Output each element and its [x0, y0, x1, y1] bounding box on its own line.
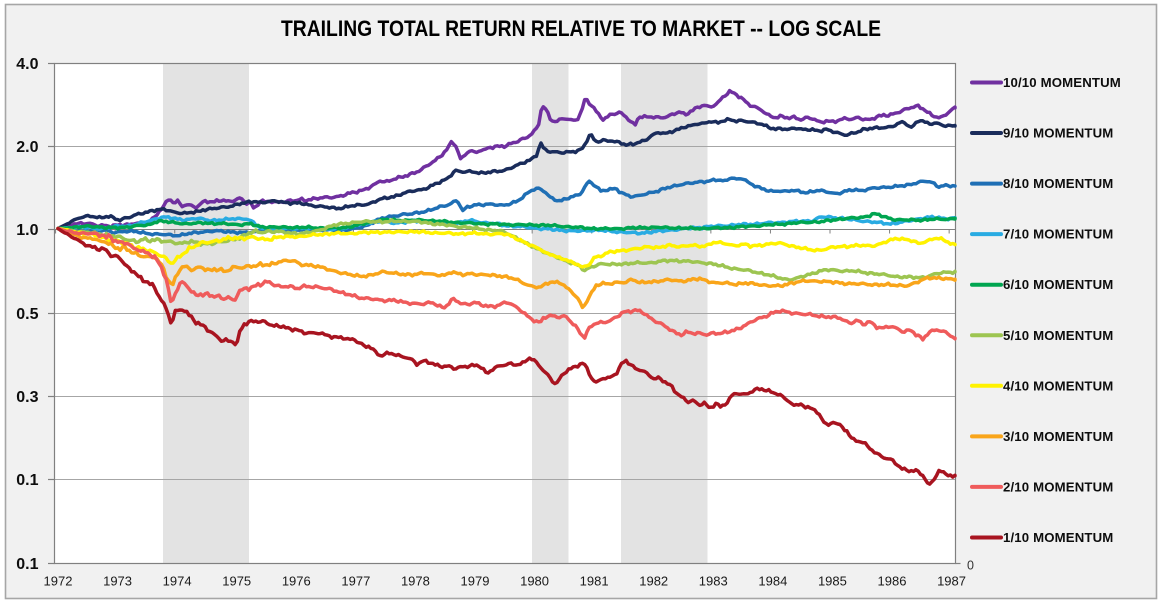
- svg-text:2/10 MOMENTUM: 2/10 MOMENTUM: [1003, 479, 1113, 494]
- svg-text:0.5: 0.5: [16, 306, 38, 323]
- svg-text:4/10 MOMENTUM: 4/10 MOMENTUM: [1003, 378, 1113, 393]
- svg-text:1974: 1974: [163, 574, 192, 589]
- svg-text:0: 0: [967, 559, 974, 573]
- svg-text:0.1: 0.1: [16, 472, 38, 489]
- svg-text:1973: 1973: [103, 574, 132, 589]
- svg-text:4.0: 4.0: [16, 56, 38, 73]
- svg-text:1986: 1986: [878, 574, 907, 589]
- svg-text:10/10 MOMENTUM: 10/10 MOMENTUM: [1003, 75, 1121, 90]
- svg-text:1982: 1982: [639, 574, 668, 589]
- svg-text:1984: 1984: [758, 574, 787, 589]
- svg-text:1975: 1975: [222, 574, 251, 589]
- svg-text:1978: 1978: [401, 574, 430, 589]
- svg-text:1981: 1981: [580, 574, 609, 589]
- svg-text:6/10 MOMENTUM: 6/10 MOMENTUM: [1003, 277, 1113, 292]
- svg-text:1980: 1980: [520, 574, 549, 589]
- svg-text:3/10 MOMENTUM: 3/10 MOMENTUM: [1003, 429, 1113, 444]
- svg-text:1985: 1985: [818, 574, 847, 589]
- svg-text:2.0: 2.0: [16, 139, 38, 156]
- svg-text:1.0: 1.0: [16, 222, 38, 239]
- svg-text:1987: 1987: [937, 574, 966, 589]
- svg-text:8/10 MOMENTUM: 8/10 MOMENTUM: [1003, 176, 1113, 191]
- svg-text:1983: 1983: [699, 574, 728, 589]
- svg-text:1979: 1979: [461, 574, 490, 589]
- svg-text:5/10 MOMENTUM: 5/10 MOMENTUM: [1003, 328, 1113, 343]
- svg-text:0.3: 0.3: [16, 389, 38, 406]
- svg-text:1977: 1977: [341, 574, 370, 589]
- svg-text:0.1: 0.1: [16, 556, 38, 573]
- svg-text:7/10 MOMENTUM: 7/10 MOMENTUM: [1003, 227, 1113, 242]
- svg-text:1972: 1972: [44, 574, 73, 589]
- svg-text:9/10 MOMENTUM: 9/10 MOMENTUM: [1003, 126, 1113, 141]
- svg-text:1976: 1976: [282, 574, 311, 589]
- svg-text:TRAILING TOTAL RETURN RELATIVE: TRAILING TOTAL RETURN RELATIVE TO MARKET…: [281, 16, 881, 41]
- svg-text:1/10 MOMENTUM: 1/10 MOMENTUM: [1003, 530, 1113, 545]
